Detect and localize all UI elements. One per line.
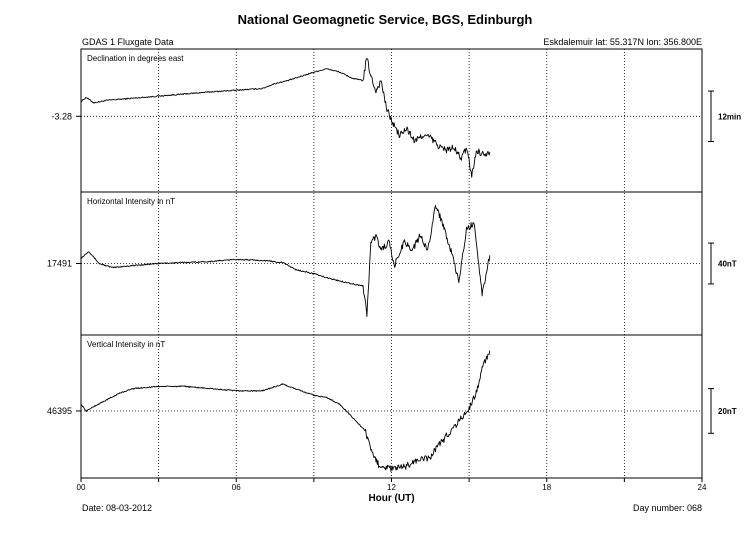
- x-tick-label: 06: [232, 483, 241, 492]
- x-tick-label: 12: [387, 483, 396, 492]
- panel-title: Declination in degrees east: [87, 54, 184, 63]
- baseline-value-label: 17491: [47, 259, 72, 269]
- x-tick-label: 00: [77, 483, 86, 492]
- series-line-1: [80, 58, 491, 178]
- scale-bar-label: 40nT: [718, 260, 737, 269]
- x-tick-label: 18: [542, 483, 551, 492]
- series-line-2: [80, 204, 491, 318]
- x-axis-title: Hour (UT): [368, 493, 414, 504]
- baseline-value-label: -3.28: [51, 111, 72, 121]
- page-title: National Geomagnetic Service, BGS, Edinb…: [237, 12, 533, 27]
- day-number-label: Day number: 068: [632, 503, 702, 513]
- panel-title: Horizontal Intensity in nT: [87, 197, 175, 206]
- scale-bar-label: 20nT: [718, 407, 737, 416]
- baseline-value-label: 46395: [47, 406, 72, 416]
- series-line-3: [80, 350, 491, 472]
- date-label: Date: 08-03-2012: [82, 503, 153, 513]
- instrument-label: GDAS 1 Fluxgate Data: [82, 37, 174, 47]
- x-tick-label: 24: [698, 483, 707, 492]
- panel-title: Vertical Intensity in nT: [87, 340, 165, 349]
- scale-bar-label: 12min: [718, 112, 741, 121]
- station-label: Eskdalemuir lat: 55.317N lon: 356.800E: [543, 37, 702, 47]
